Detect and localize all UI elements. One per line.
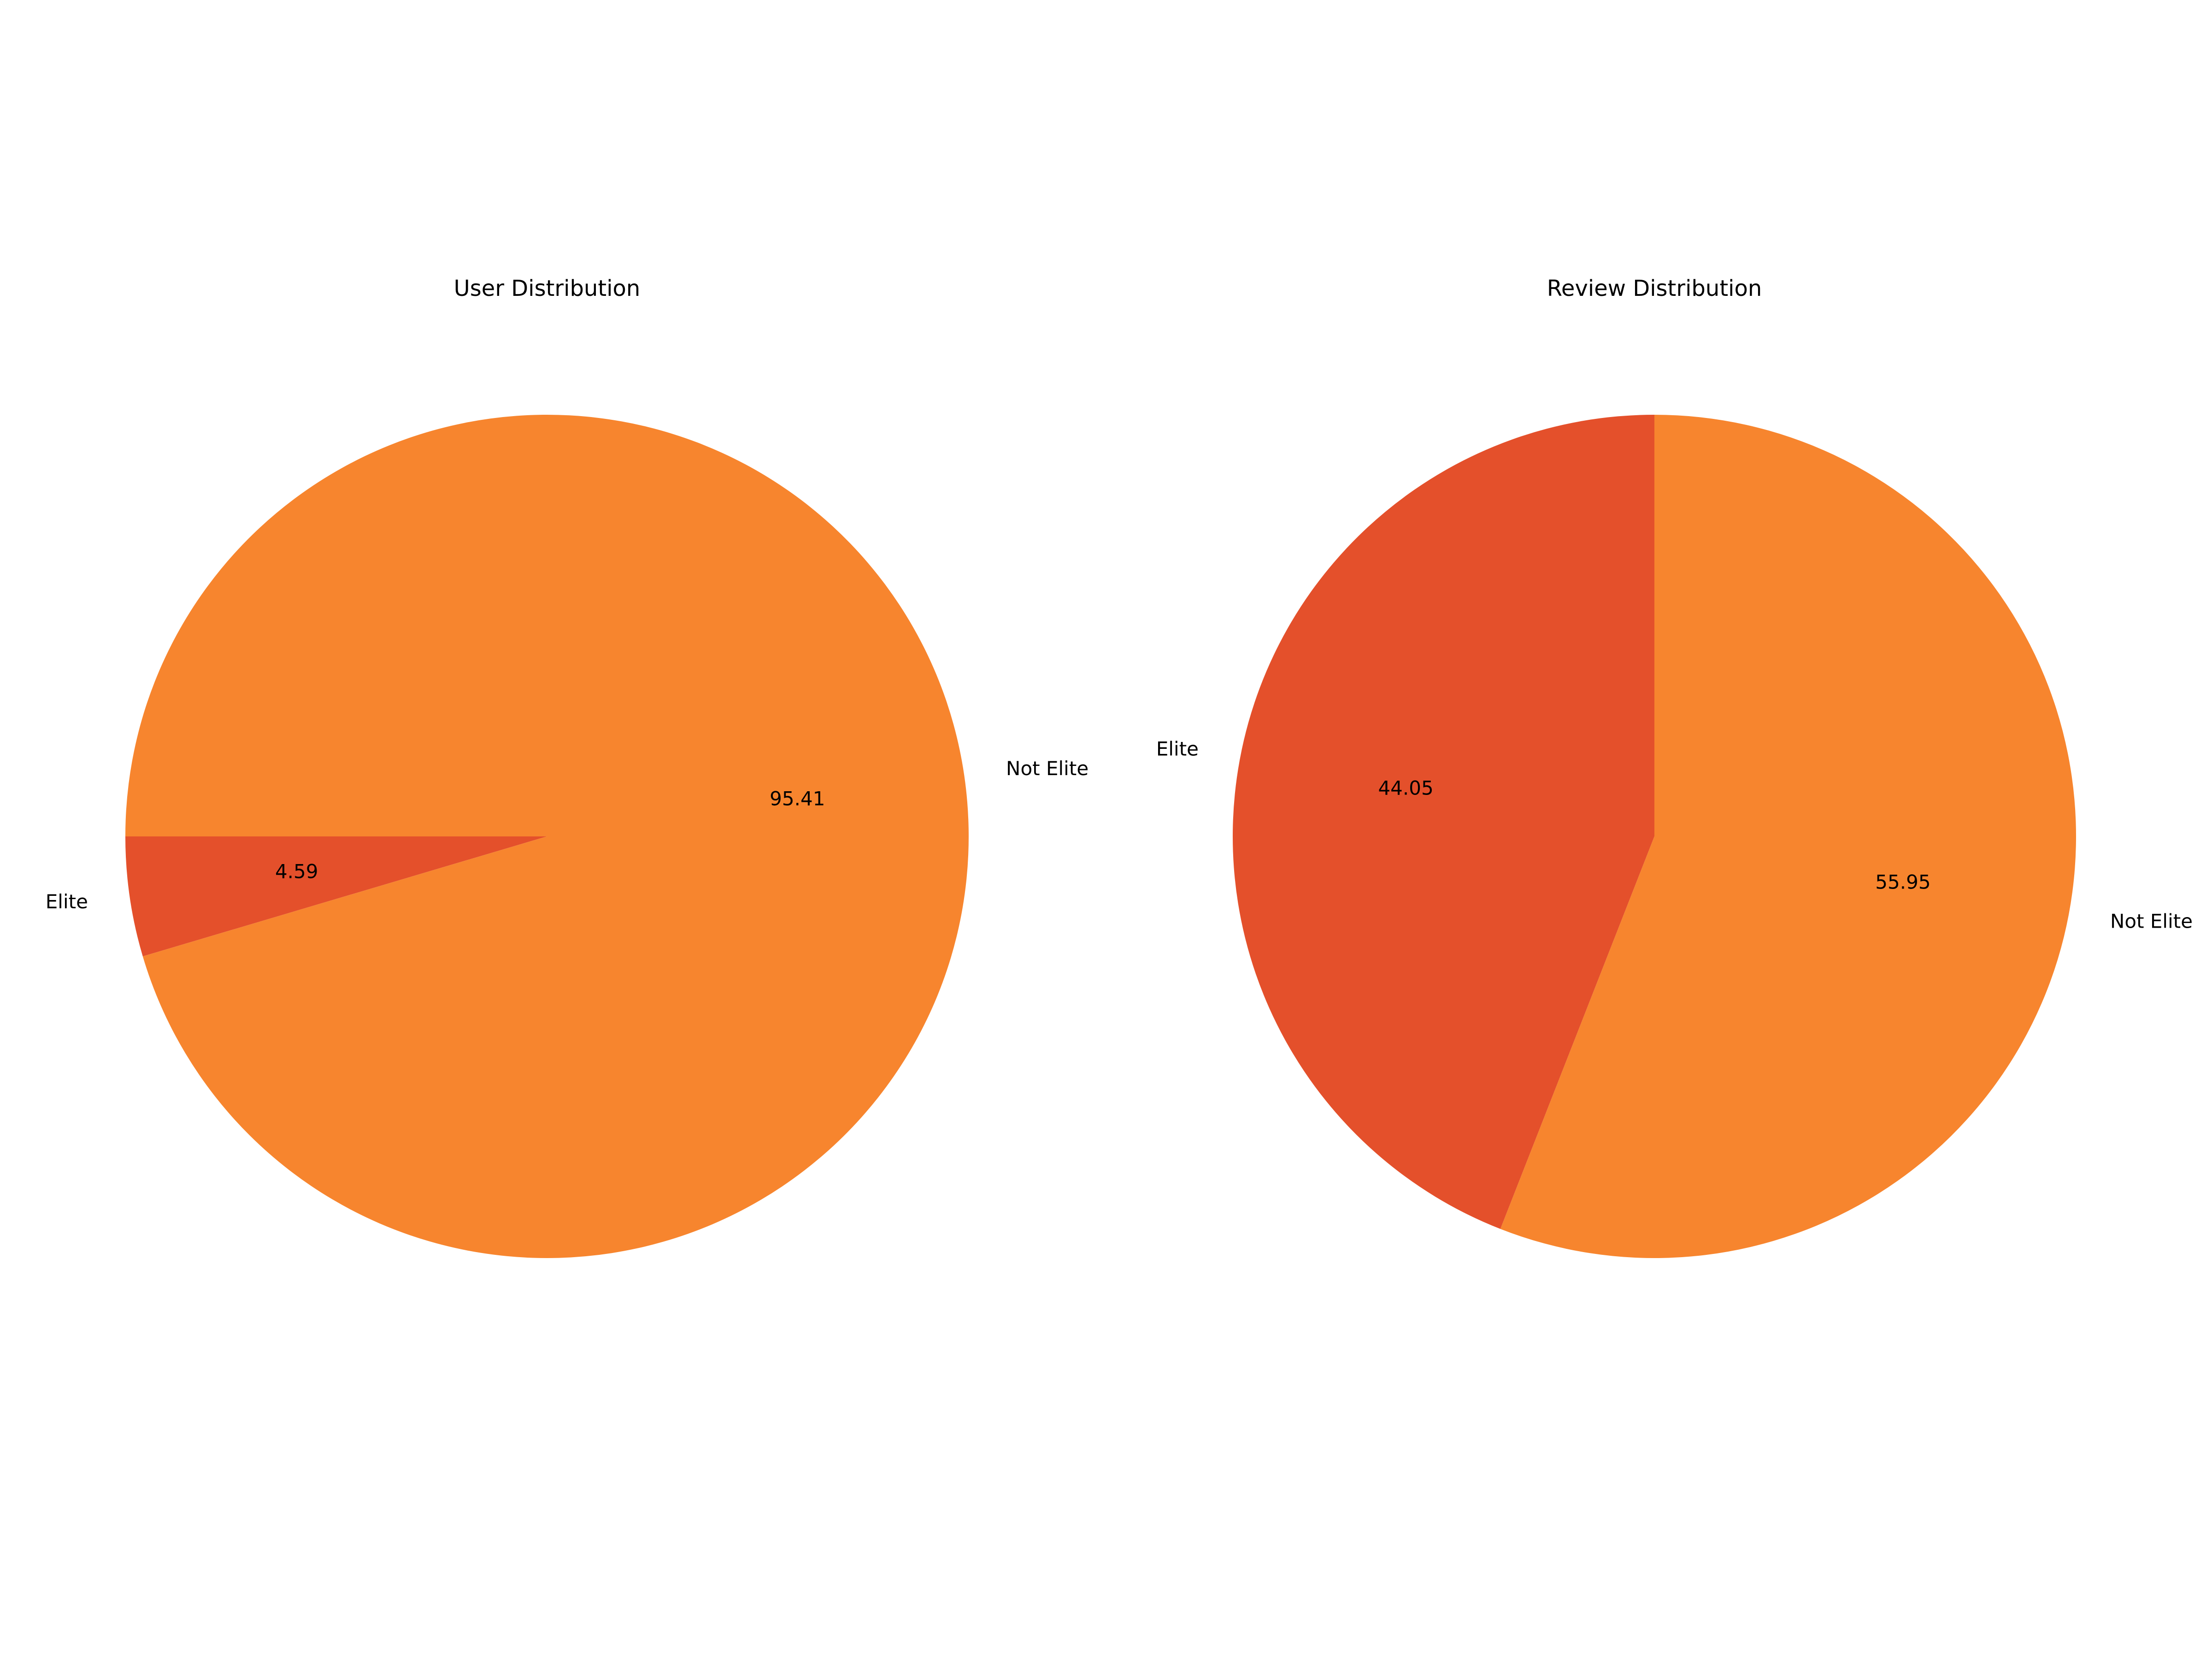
slice-value-not-elite: 95.41 — [770, 788, 825, 810]
pie-slice-elite — [125, 836, 547, 957]
slice-value-not-elite: 55.95 — [1875, 871, 1930, 894]
slice-label-not-elite: Not Elite — [1006, 757, 1088, 780]
user-distribution-pie: User Distribution Elite 4.59 Not Elite 95.4… — [46, 276, 1088, 1258]
pie-slice-not-elite — [125, 414, 969, 1258]
user-distribution-labels: Elite 4.59 Not Elite 95.41 — [46, 757, 1088, 913]
slice-label-not-elite: Not Elite — [2110, 910, 2193, 933]
slice-label-elite: Elite — [1156, 737, 1199, 760]
user-distribution-title: User Distribution — [454, 276, 641, 301]
review-distribution-labels: Elite 44.05 Not Elite 55.95 — [1156, 737, 2193, 932]
pie-slice-elite — [1232, 415, 1654, 1229]
review-distribution-pie: Review Distribution Elite 44.05 Not Elite 5… — [1156, 276, 2193, 1259]
slice-value-elite: 4.59 — [275, 860, 318, 882]
pie-slice-not-elite — [1500, 415, 2076, 1259]
user-distribution-slices — [125, 414, 969, 1258]
slice-value-elite: 44.05 — [1378, 777, 1433, 799]
review-distribution-title: Review Distribution — [1547, 276, 1762, 301]
review-distribution-slices — [1232, 415, 2076, 1259]
slice-label-elite: Elite — [46, 890, 88, 913]
